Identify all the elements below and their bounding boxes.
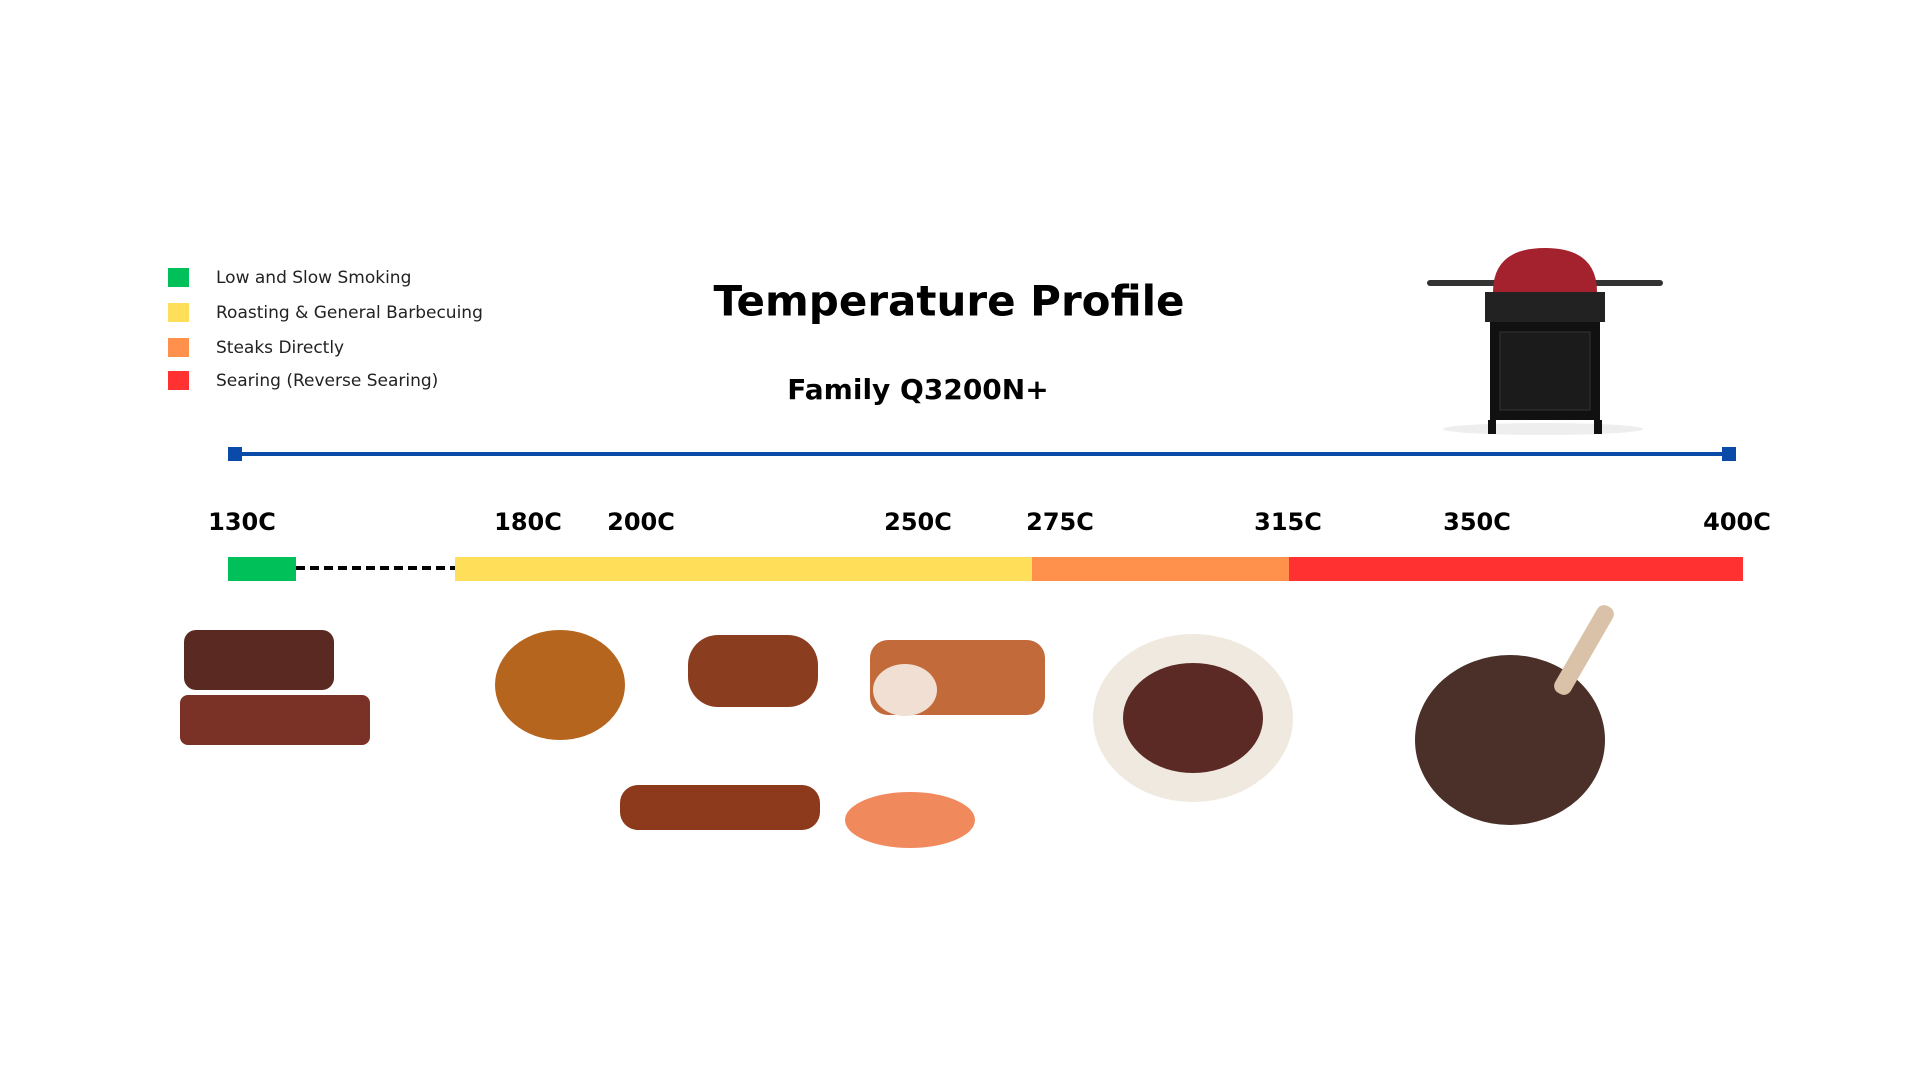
temperature-label: 130C [208, 508, 276, 536]
temperature-label: 400C [1703, 508, 1771, 536]
grill-illustration [1427, 248, 1663, 435]
temperature-label: 250C [884, 508, 952, 536]
legend-swatch [168, 371, 189, 390]
legend-swatch [168, 303, 189, 322]
temperature-segment [455, 557, 1032, 581]
temperature-label: 275C [1026, 508, 1094, 536]
temperature-segment [228, 557, 296, 581]
temperature-label: 200C [607, 508, 675, 536]
legend-label: Low and Slow Smoking [216, 268, 411, 288]
legend-swatch [168, 338, 189, 357]
range-end [1722, 447, 1736, 461]
legend-swatch [168, 268, 189, 287]
food-illustrations [180, 605, 1614, 848]
temperature-segment [1032, 557, 1289, 581]
legend-label: Steaks Directly [216, 338, 344, 358]
temperature-label: 350C [1443, 508, 1511, 536]
temperature-label: 180C [494, 508, 562, 536]
temperature-segment [1289, 557, 1743, 581]
temperature-label: 315C [1254, 508, 1322, 536]
range-end [228, 447, 242, 461]
legend-label: Roasting & General Barbecuing [216, 303, 483, 323]
subtitle: Family Q3200N+ [787, 373, 1048, 406]
legend-label: Searing (Reverse Searing) [216, 371, 438, 391]
title: Temperature Profile [713, 277, 1184, 326]
